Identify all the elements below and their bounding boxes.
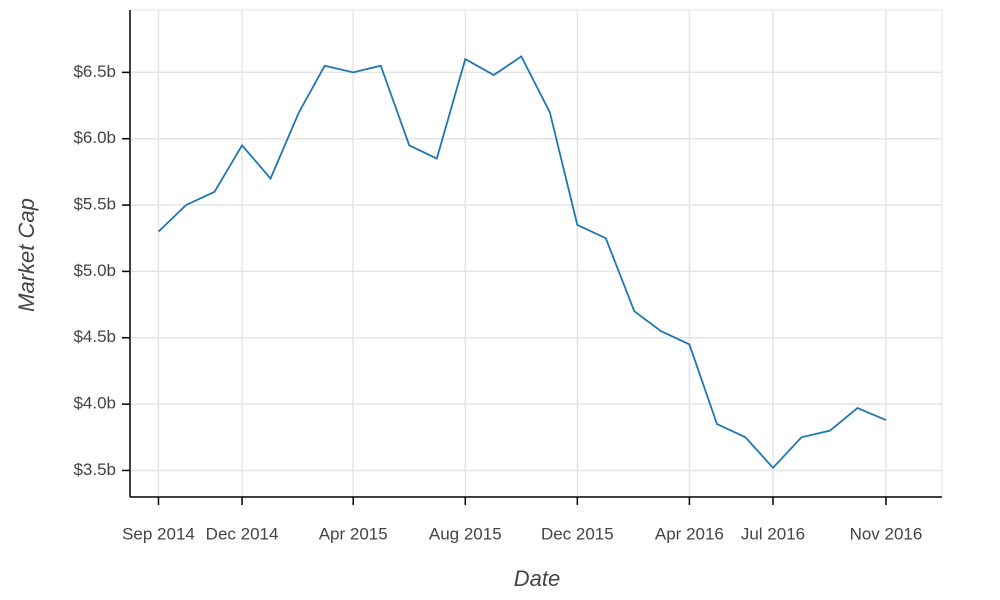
y-tick-label: $5.5b (73, 195, 116, 214)
y-tick-label: $4.0b (73, 394, 116, 413)
y-tick-label: $6.0b (73, 128, 116, 147)
x-tick-label: Apr 2015 (319, 524, 388, 543)
plot-area (129, 9, 943, 498)
x-tick-label: Jul 2016 (741, 524, 805, 543)
x-tick-label: Sep 2014 (122, 524, 195, 543)
y-tick-label: $4.5b (73, 327, 116, 346)
x-tick-label: Nov 2016 (850, 524, 923, 543)
y-axis-title: Market Cap (14, 198, 39, 312)
x-tick-label: Aug 2015 (429, 524, 502, 543)
y-tick-label: $6.5b (73, 62, 116, 81)
x-axis-title: Date (514, 566, 560, 591)
y-tick-label: $3.5b (73, 460, 116, 479)
y-tick-label: $5.0b (73, 261, 116, 280)
x-tick-label: Apr 2016 (655, 524, 724, 543)
x-tick-label: Dec 2015 (541, 524, 614, 543)
data-line (157, 55, 887, 470)
x-tick-label: Dec 2014 (206, 524, 279, 543)
